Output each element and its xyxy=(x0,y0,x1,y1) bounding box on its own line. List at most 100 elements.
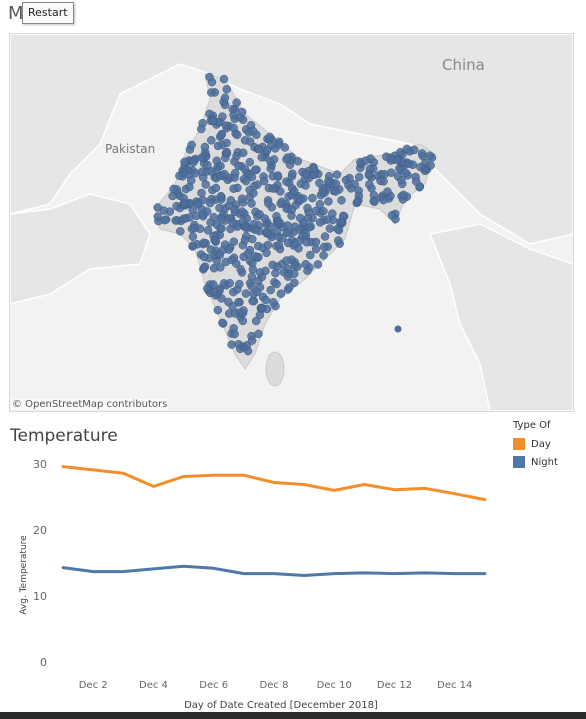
map-point[interactable] xyxy=(213,305,223,315)
map-canvas[interactable] xyxy=(10,34,573,411)
map-point[interactable] xyxy=(209,212,219,222)
map-point[interactable] xyxy=(393,155,402,165)
map-point[interactable] xyxy=(236,264,245,274)
map-view[interactable]: China Pakistan © OpenStreetMap contribut… xyxy=(9,33,574,412)
map-point[interactable] xyxy=(311,206,321,216)
map-point[interactable] xyxy=(325,224,335,233)
map-point[interactable] xyxy=(203,284,212,293)
map-point[interactable] xyxy=(240,235,250,245)
map-point[interactable] xyxy=(237,107,247,117)
map-point[interactable] xyxy=(295,213,305,223)
map-point[interactable] xyxy=(417,149,427,158)
map-point[interactable] xyxy=(234,161,243,171)
map-point[interactable] xyxy=(240,136,250,145)
map-point[interactable] xyxy=(276,187,285,196)
map-point[interactable] xyxy=(221,121,231,130)
map-point[interactable] xyxy=(188,232,198,241)
map-point[interactable] xyxy=(201,180,210,189)
map-point[interactable] xyxy=(179,168,189,177)
map-point[interactable] xyxy=(354,172,364,182)
map-point[interactable] xyxy=(303,203,312,213)
map-point[interactable] xyxy=(247,199,256,208)
map-point[interactable] xyxy=(235,279,244,289)
map-point[interactable] xyxy=(283,153,292,162)
map-point[interactable] xyxy=(273,216,283,225)
map-point[interactable] xyxy=(401,168,411,178)
map-point[interactable] xyxy=(331,179,341,188)
map-point[interactable] xyxy=(247,282,256,291)
map-point[interactable] xyxy=(237,194,247,203)
map-point[interactable] xyxy=(228,218,238,228)
map-point[interactable] xyxy=(397,175,406,185)
map-point[interactable] xyxy=(301,229,310,238)
map-point[interactable] xyxy=(208,116,218,126)
map-point[interactable] xyxy=(282,256,291,265)
map-point[interactable] xyxy=(171,216,180,225)
map-point[interactable] xyxy=(254,329,263,339)
map-point[interactable] xyxy=(394,325,402,333)
map-point[interactable] xyxy=(216,191,226,201)
map-point[interactable] xyxy=(284,238,293,248)
map-point[interactable] xyxy=(269,155,279,164)
map-point[interactable] xyxy=(227,340,236,349)
map-point[interactable] xyxy=(153,212,163,221)
map-point[interactable] xyxy=(284,283,294,292)
map-point[interactable] xyxy=(198,210,208,219)
map-point[interactable] xyxy=(153,203,162,212)
map-point[interactable] xyxy=(346,184,356,193)
legend-item-night[interactable]: Night xyxy=(513,453,558,471)
map-point[interactable] xyxy=(313,260,323,269)
map-point[interactable] xyxy=(324,177,333,186)
map-point[interactable] xyxy=(265,132,275,142)
map-point[interactable] xyxy=(206,245,216,254)
map-point[interactable] xyxy=(255,310,265,320)
map-point[interactable] xyxy=(238,148,248,158)
map-point[interactable] xyxy=(215,203,224,213)
map-point[interactable] xyxy=(277,197,287,207)
map-point[interactable] xyxy=(301,169,311,179)
map-point[interactable] xyxy=(228,104,237,114)
map-point[interactable] xyxy=(203,226,213,235)
map-point[interactable] xyxy=(230,205,239,214)
map-point[interactable] xyxy=(387,211,397,220)
map-point[interactable] xyxy=(293,156,303,166)
map-point[interactable] xyxy=(217,224,226,233)
map-point[interactable] xyxy=(160,215,169,225)
map-point[interactable] xyxy=(207,88,216,97)
map-point[interactable] xyxy=(257,303,267,313)
map-point[interactable] xyxy=(261,295,270,305)
map-point[interactable] xyxy=(230,173,239,182)
map-point[interactable] xyxy=(426,161,435,170)
map-point[interactable] xyxy=(215,250,225,260)
map-point[interactable] xyxy=(218,318,227,328)
map-point[interactable] xyxy=(230,309,240,318)
map-point[interactable] xyxy=(383,187,392,196)
map-point[interactable] xyxy=(269,298,278,307)
map-point[interactable] xyxy=(209,263,219,273)
map-point[interactable] xyxy=(230,329,239,339)
map-point[interactable] xyxy=(262,146,272,155)
map-point[interactable] xyxy=(211,183,221,193)
map-point[interactable] xyxy=(207,136,216,145)
map-point[interactable] xyxy=(216,131,226,140)
map-point[interactable] xyxy=(200,142,210,152)
map-point[interactable] xyxy=(179,199,189,208)
map-point[interactable] xyxy=(255,283,265,292)
map-point[interactable] xyxy=(402,144,412,154)
map-point[interactable] xyxy=(331,187,340,196)
map-point[interactable] xyxy=(224,245,234,254)
map-point[interactable] xyxy=(266,164,275,173)
map-point[interactable] xyxy=(353,197,362,206)
map-point[interactable] xyxy=(288,169,297,178)
map-point[interactable] xyxy=(319,207,328,216)
map-point[interactable] xyxy=(315,218,325,227)
map-point[interactable] xyxy=(229,237,239,246)
map-point[interactable] xyxy=(376,176,385,186)
map-point[interactable] xyxy=(220,93,230,103)
map-point[interactable] xyxy=(190,223,199,233)
map-point[interactable] xyxy=(339,211,348,221)
map-point[interactable] xyxy=(227,255,236,265)
map-point[interactable] xyxy=(261,266,270,276)
legend-item-day[interactable]: Day xyxy=(513,435,558,453)
map-point[interactable] xyxy=(224,297,233,307)
